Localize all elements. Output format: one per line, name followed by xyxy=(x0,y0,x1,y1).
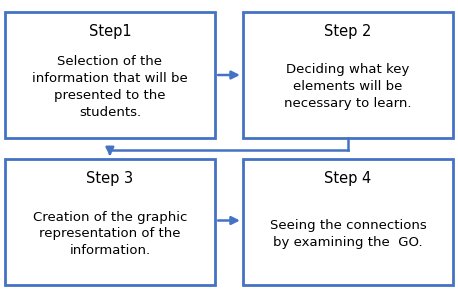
FancyBboxPatch shape xyxy=(243,159,453,285)
Text: Step 3: Step 3 xyxy=(87,171,133,186)
Text: Step 4: Step 4 xyxy=(324,171,372,186)
Text: Creation of the graphic
representation of the
information.: Creation of the graphic representation o… xyxy=(33,211,187,257)
FancyBboxPatch shape xyxy=(5,12,215,138)
Text: Selection of the
information that will be
presented to the
students.: Selection of the information that will b… xyxy=(32,55,188,119)
Text: Deciding what key
elements will be
necessary to learn.: Deciding what key elements will be neces… xyxy=(284,64,412,110)
Text: Step 2: Step 2 xyxy=(324,24,372,39)
FancyBboxPatch shape xyxy=(5,159,215,285)
Text: Step1: Step1 xyxy=(88,24,131,39)
FancyBboxPatch shape xyxy=(243,12,453,138)
Text: Seeing the connections
by examining the  GO.: Seeing the connections by examining the … xyxy=(270,219,426,249)
